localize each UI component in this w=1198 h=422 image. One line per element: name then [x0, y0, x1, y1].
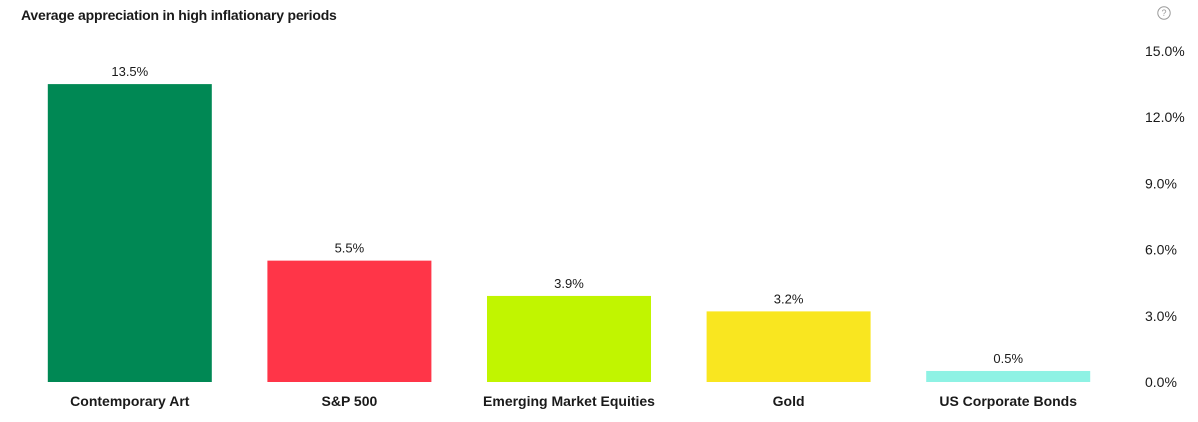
value-label-emerging-market-equities: 3.9%	[554, 276, 584, 291]
value-label-gold: 3.2%	[774, 291, 804, 306]
bar-emerging-market-equities[interactable]	[487, 295, 651, 382]
value-label-us-corporate-bonds: 0.5%	[993, 351, 1023, 366]
category-label-gold: Gold	[773, 393, 805, 409]
svg-text:?: ?	[1161, 8, 1166, 18]
value-label-sandp-500: 5.5%	[335, 241, 365, 256]
bar-gold[interactable]	[706, 311, 871, 382]
value-labels-layer: 13.5% 5.5% 3.9% 3.2% 0.5%	[111, 64, 1023, 366]
y-tick-label: 3.0%	[1145, 308, 1177, 324]
category-label-emerging-market-equities: Emerging Market Equities	[483, 393, 655, 409]
y-tick-label: 9.0%	[1145, 175, 1177, 191]
category-label-contemporary-art: Contemporary Art	[70, 393, 190, 409]
y-tick-label: 15.0%	[1145, 43, 1185, 59]
help-circle-icon[interactable]: ?	[1157, 6, 1171, 20]
bar-contemporary-art[interactable]	[47, 84, 212, 382]
y-tick-label: 0.0%	[1145, 374, 1177, 390]
y-tick-label: 6.0%	[1145, 242, 1177, 258]
bar-us-corporate-bonds[interactable]	[926, 370, 1091, 382]
y-axis: 0.0% 3.0% 6.0% 9.0% 12.0% 15.0%	[1145, 43, 1185, 390]
category-labels-layer: Contemporary Art S&P 500 Emerging Market E…	[70, 393, 1077, 409]
bar-sandp-500[interactable]	[267, 260, 432, 382]
chart-title: Average appreciation in high inflationar…	[21, 7, 337, 23]
y-tick-label: 12.0%	[1145, 109, 1185, 125]
bars-layer	[47, 84, 1091, 382]
value-label-contemporary-art: 13.5%	[111, 64, 148, 79]
category-label-sandp-500: S&P 500	[322, 393, 378, 409]
category-label-us-corporate-bonds: US Corporate Bonds	[939, 393, 1077, 409]
